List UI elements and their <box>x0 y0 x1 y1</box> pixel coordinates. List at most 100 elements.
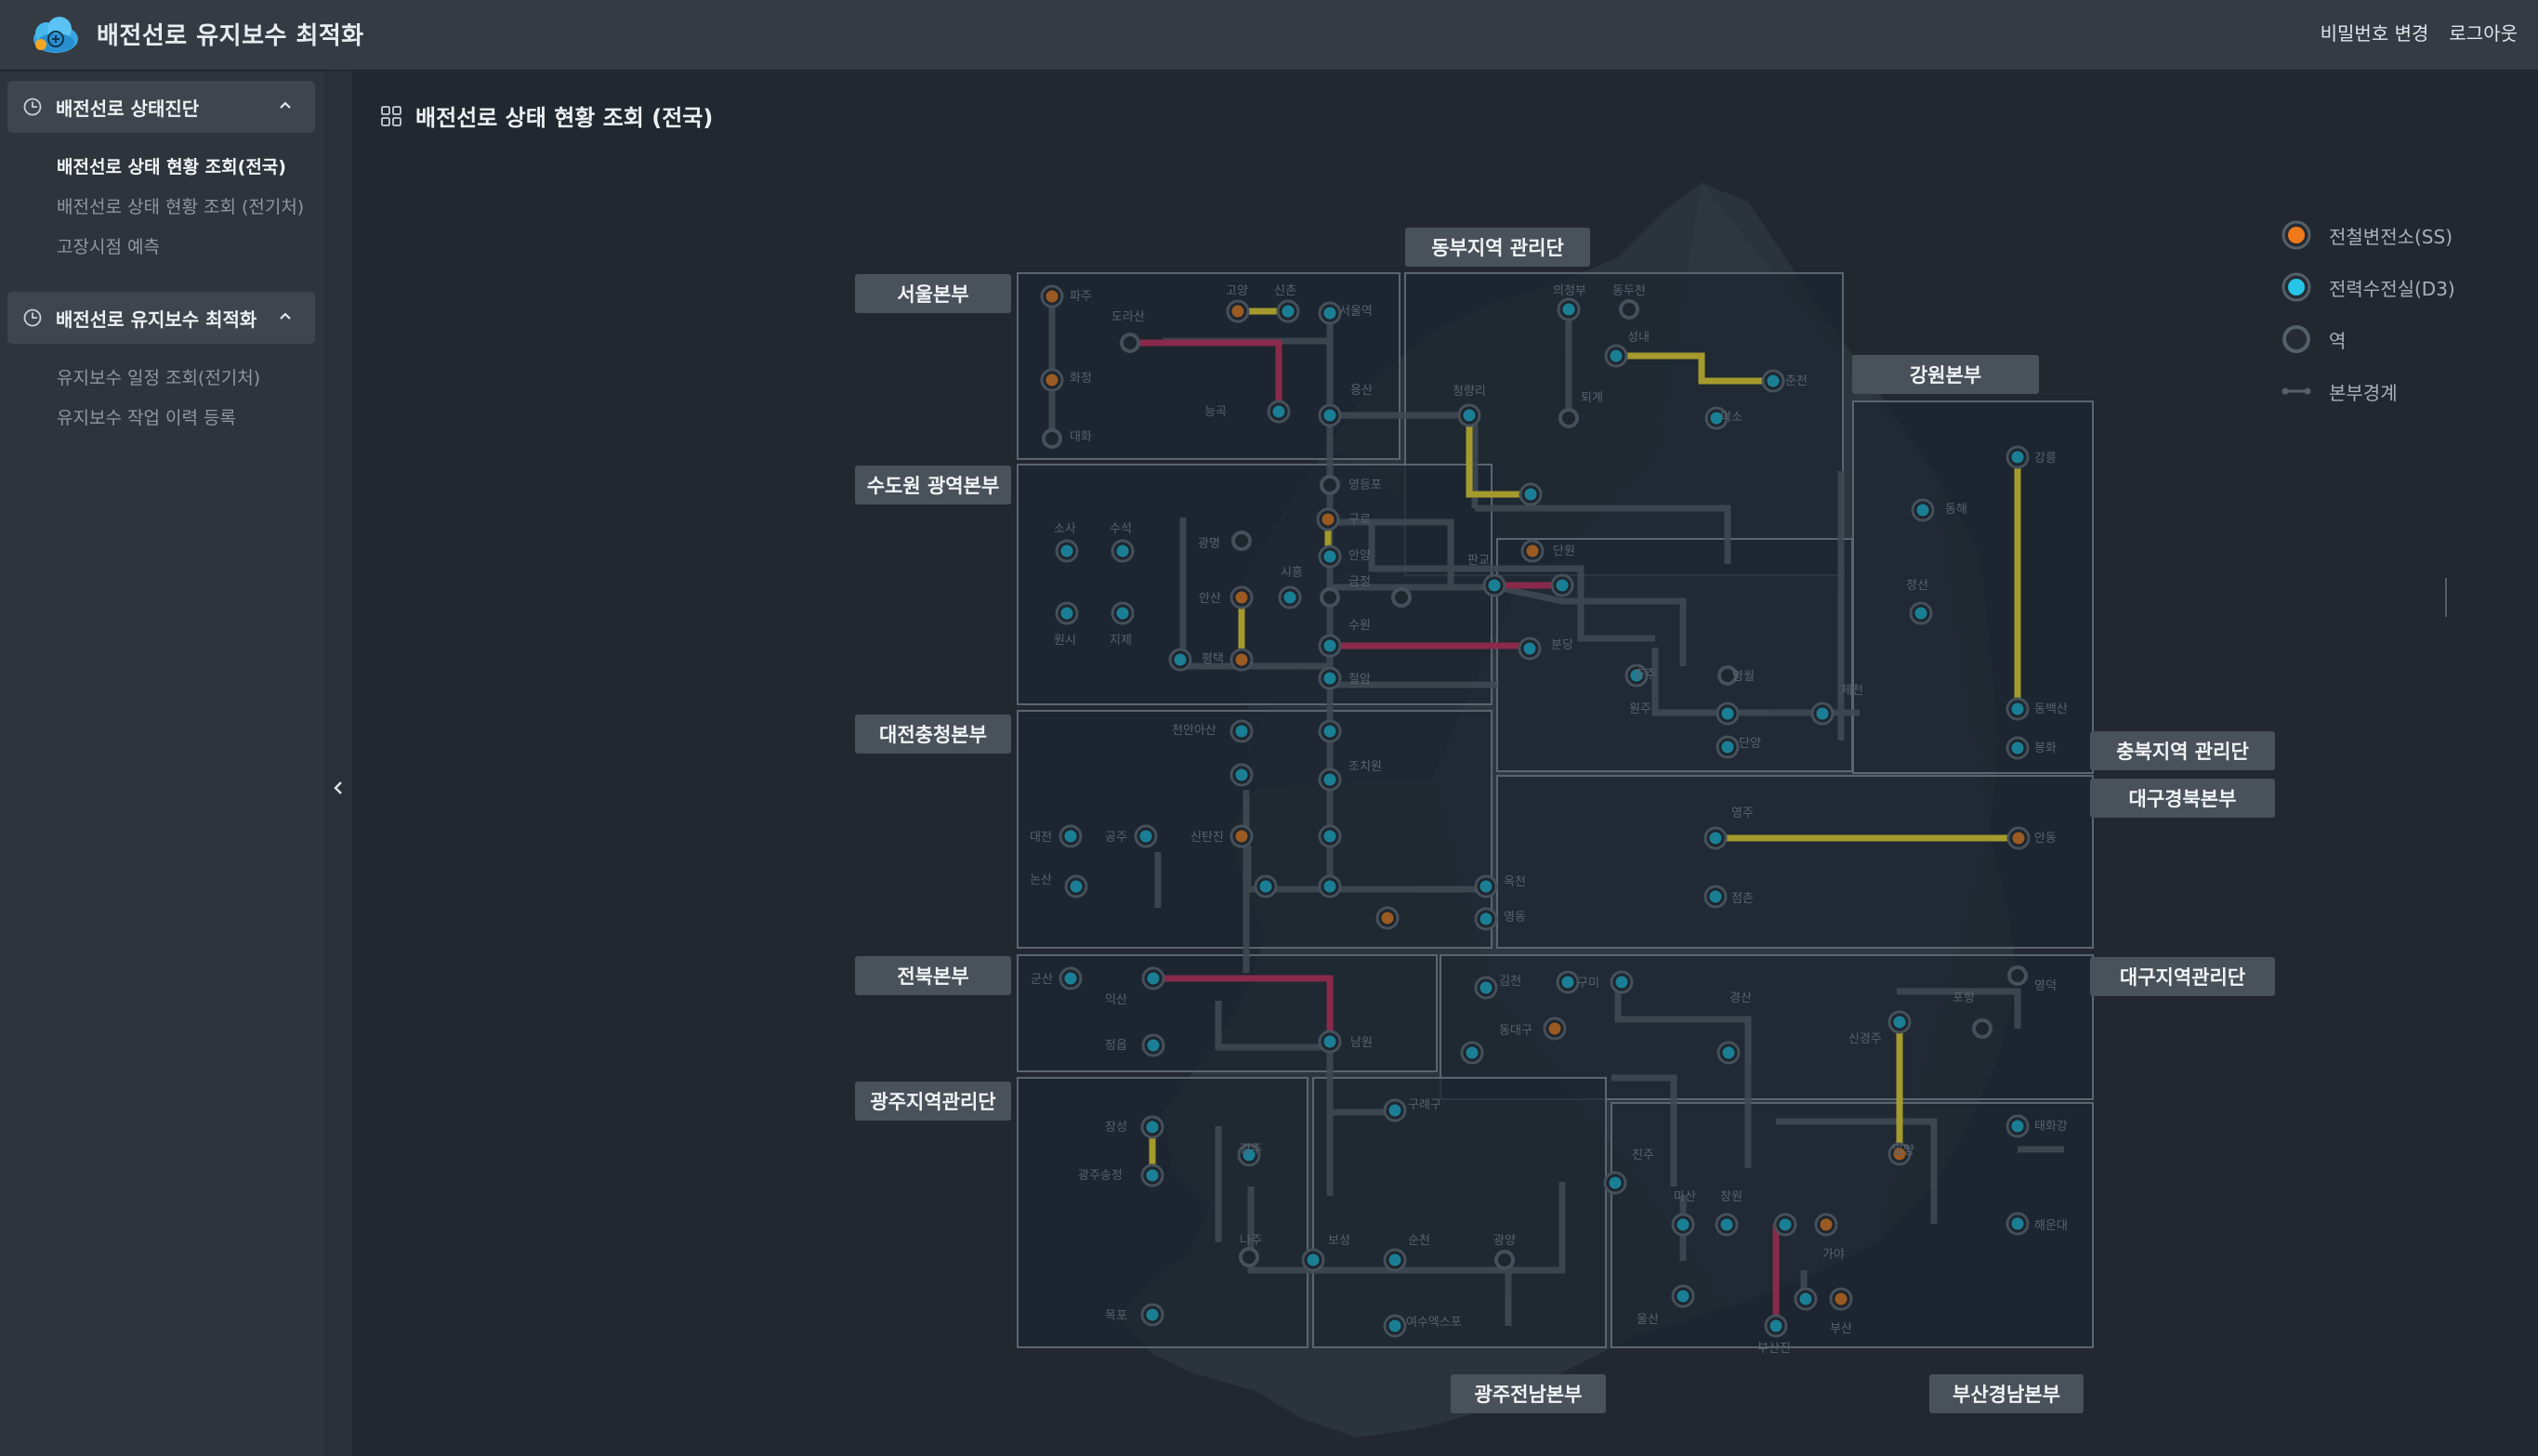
d3-receiving-dot <box>1816 707 1829 720</box>
page-header: 배전선로 상태 현황 조회 (전국) <box>380 99 713 132</box>
header-links: 비밀번호 변경 로그아웃 <box>2321 19 2518 46</box>
station-label: 장성 <box>1105 1121 1127 1135</box>
d3-receiving-dot <box>1064 972 1077 985</box>
region-label-daegyeong[interactable]: 대구경북본부 <box>2090 779 2275 818</box>
ring-icon <box>2282 325 2310 353</box>
station-label: 동해 <box>1945 503 1967 517</box>
d3-receiving-dot <box>1147 1039 1160 1052</box>
d3-receiving-dot <box>1721 741 1734 754</box>
d3-receiving-dot <box>2011 741 2024 754</box>
station-node[interactable] <box>1239 1247 1259 1267</box>
region-label-gwangju-mgmt[interactable]: 광주지역관리단 <box>855 1082 1011 1121</box>
station-label: 대전 <box>1030 831 1052 845</box>
station-label: 해운대 <box>2034 1219 2068 1233</box>
station-label: 신경주 <box>1848 1032 1882 1046</box>
station-label: 덕소 <box>1720 411 1742 425</box>
station-label: 구례구 <box>1408 1098 1441 1112</box>
d3-receiving-dot <box>1556 579 1569 592</box>
station-node[interactable] <box>1231 531 1252 551</box>
station-label: 포항 <box>1953 991 1975 1005</box>
station-node[interactable] <box>1042 428 1062 449</box>
station-label: 정선 <box>1906 579 1928 593</box>
clock-icon <box>23 98 42 116</box>
d3-receiving-dot <box>1677 1290 1690 1303</box>
sidebar: 배전선로 상태진단 배전선로 상태 현황 조회(전국) 배전선로 상태 현황 조… <box>0 72 323 1456</box>
cloud-logo-icon <box>33 17 78 53</box>
region-label-chungbuk[interactable]: 충북지역 관리단 <box>2090 731 2275 770</box>
station-label: 조치원 <box>1348 760 1382 774</box>
sidebar-section-diagnosis[interactable]: 배전선로 상태진단 <box>7 81 315 133</box>
region-label-gwangju[interactable]: 광주전남본부 <box>1451 1374 1606 1413</box>
station-label: 광주송정 <box>1078 1169 1123 1183</box>
station-label: 수원 <box>1348 619 1371 633</box>
station-label: 경산 <box>1729 991 1752 1005</box>
station-label: 단원 <box>1553 544 1575 558</box>
d3-receiving-dot <box>1272 405 1285 418</box>
station-node[interactable] <box>1972 1018 1992 1039</box>
d3-receiving-dot <box>1615 976 1628 989</box>
station-label: 신탄진 <box>1190 831 1224 845</box>
station-label: 공주 <box>1105 831 1127 845</box>
station-node[interactable] <box>1717 665 1738 686</box>
logout-link[interactable]: 로그아웃 <box>2449 22 2518 45</box>
region-label-jeonbuk[interactable]: 전북본부 <box>855 956 1011 995</box>
d3-receiving-dot <box>2011 451 2024 464</box>
d3-receiving-dot <box>1235 768 1248 781</box>
ss-substation-dot <box>1045 374 1059 387</box>
d3-receiving-dot <box>1323 725 1336 738</box>
d3-receiving-dot <box>1064 830 1077 843</box>
d3-receiving-dot <box>1479 981 1493 994</box>
region-label-seoul[interactable]: 서울본부 <box>855 274 1011 313</box>
station-node[interactable] <box>1619 299 1639 320</box>
station-label: 여수엑스포 <box>1406 1316 1462 1330</box>
region-box-daegyeong <box>1496 775 2094 949</box>
region-label-daegu[interactable]: 대구지역관리단 <box>2090 957 2275 996</box>
station-label: 밀양 <box>1892 1144 1914 1158</box>
station-node[interactable] <box>1558 408 1579 428</box>
legend-item-station: 역 <box>2281 313 2455 365</box>
top-bar: 배전선로 유지보수 최적화 비밀번호 변경 로그아웃 <box>0 0 2538 71</box>
station-label: 판교 <box>1467 554 1490 568</box>
d3-receiving-dot <box>1524 488 1537 501</box>
sidebar-item-failure-prediction[interactable]: 고장시점 예측 <box>57 237 160 257</box>
region-label-gangwon[interactable]: 강원본부 <box>1852 355 2039 394</box>
station-label: 울산 <box>1637 1313 1659 1327</box>
station-label: 가야 <box>1822 1248 1845 1262</box>
d3-receiving-dot <box>2011 702 2024 715</box>
station-label: 신촌 <box>1274 284 1296 298</box>
d3-receiving-dot <box>1488 579 1501 592</box>
station-label: 고양 <box>1226 284 1248 298</box>
d3-receiving-dot <box>1259 880 1272 893</box>
d3-receiving-dot <box>1388 1104 1401 1117</box>
sidebar-item-maintenance-schedule[interactable]: 유지보수 일정 조회(전기처) <box>57 368 261 388</box>
station-node[interactable] <box>1320 587 1340 608</box>
station-label: 안산 <box>1199 592 1221 606</box>
station-label: 정읍 <box>1105 1039 1127 1053</box>
region-label-busan[interactable]: 부산경남본부 <box>1929 1374 2084 1413</box>
station-node[interactable] <box>2007 965 2028 986</box>
region-label-east[interactable]: 동부지역 관리단 <box>1405 228 1590 267</box>
station-node[interactable] <box>1391 587 1412 608</box>
d3-receiving-dot <box>1523 642 1536 655</box>
change-password-link[interactable]: 비밀번호 변경 <box>2320 22 2429 45</box>
station-label: 영덕 <box>2034 979 2057 993</box>
region-label-sudowon[interactable]: 수도원 광역본부 <box>855 466 1011 505</box>
map-scroll-indicator <box>2445 578 2447 617</box>
station-label: 시흥 <box>1281 566 1303 580</box>
d3-receiving-dot <box>1323 672 1336 685</box>
station-node[interactable] <box>1120 333 1140 353</box>
ss-substation-dot <box>1381 912 1394 925</box>
region-label-daejeon[interactable]: 대전충청본부 <box>855 715 1011 754</box>
sidebar-section-maintenance[interactable]: 배전선로 유지보수 최적화 <box>7 292 315 344</box>
sidebar-item-maintenance-history[interactable]: 유지보수 작업 이력 등록 <box>57 408 236 428</box>
sidebar-section-label: 배전선로 상태진단 <box>56 97 200 120</box>
sidebar-item-status-national[interactable]: 배전선로 상태 현황 조회(전국) <box>57 157 286 177</box>
station-label: 안양 <box>1348 549 1371 563</box>
ss-substation-dot <box>1834 1292 1848 1305</box>
d3-receiving-dot <box>1610 349 1623 362</box>
station-node[interactable] <box>1320 475 1340 495</box>
sidebar-item-status-office[interactable]: 배전선로 상태 현황 조회 (전기처) <box>57 197 305 217</box>
collapse-sidebar-chevron-left-icon[interactable] <box>327 771 349 805</box>
d3-receiving-dot <box>1388 1319 1401 1332</box>
station-node[interactable] <box>1494 1250 1515 1270</box>
